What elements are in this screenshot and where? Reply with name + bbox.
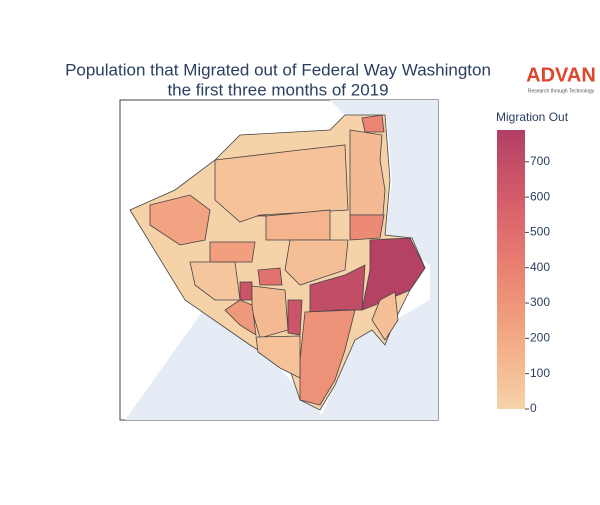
region — [255, 335, 301, 379]
region — [239, 281, 253, 301]
title-line: the first three months of 2019 — [167, 80, 388, 99]
region — [189, 261, 241, 301]
regions — [149, 114, 426, 406]
region — [287, 299, 303, 336]
colorbar-tick-label: 500 — [530, 225, 550, 239]
region — [284, 239, 349, 286]
colorbar — [497, 130, 525, 409]
colorbar-tick-label: 200 — [530, 331, 550, 345]
region — [251, 285, 289, 339]
colorbar-tick-label: 600 — [530, 189, 550, 203]
logo-tagline: Research through Technology — [528, 88, 595, 94]
logo: ADVAN — [526, 64, 596, 86]
colorbar-tick-label: 300 — [530, 295, 550, 309]
colorbar-tick-label: 700 — [530, 154, 550, 168]
region — [257, 267, 283, 286]
title-line: Population that Migrated out of Federal … — [65, 60, 491, 79]
region — [371, 291, 399, 341]
colorbar-tick-label: 400 — [530, 260, 550, 274]
region — [349, 214, 385, 241]
region — [361, 114, 385, 133]
region — [149, 194, 211, 246]
region — [349, 129, 386, 216]
water — [125, 100, 438, 420]
colorbar-tick-label: 0 — [530, 401, 537, 415]
colorbar-title: Migration Out — [496, 110, 569, 124]
colorbar-tick-label: 100 — [530, 366, 550, 380]
region — [224, 299, 257, 336]
region — [209, 241, 256, 263]
